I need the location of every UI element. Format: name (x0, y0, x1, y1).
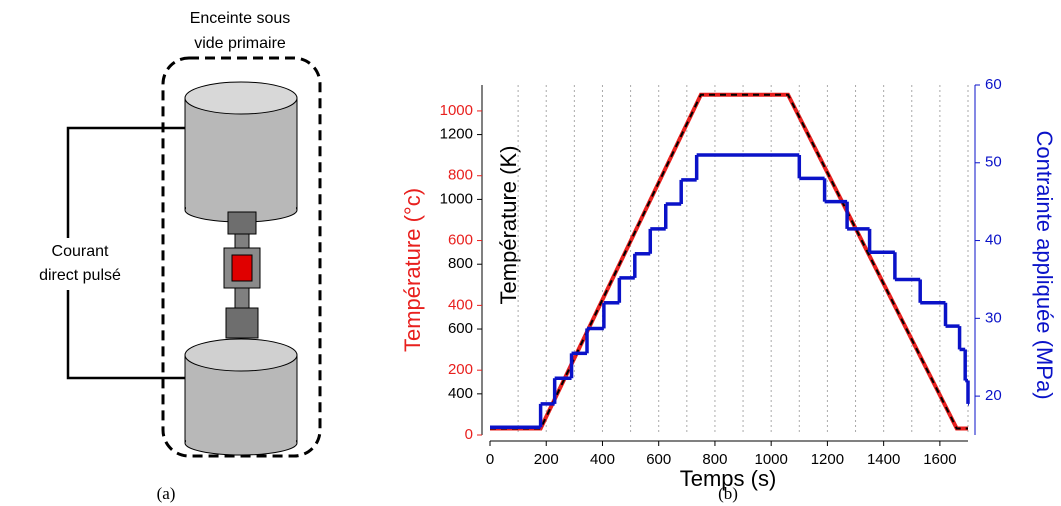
x-tick-label: 1400 (867, 451, 900, 468)
x-axis-label: Temps (s) (680, 466, 777, 491)
caption: (b) (718, 484, 738, 503)
vacuum-enclosure (161, 56, 322, 458)
current-label: direct pulsé (39, 267, 121, 284)
lower-electrode (184, 338, 298, 456)
y2-axis-label: Contrainte appliquée (MPa) (1032, 130, 1057, 399)
y2-tick-label: 30 (985, 309, 1002, 326)
label-background (22, 238, 140, 290)
y-tick-label: 800 (448, 167, 473, 184)
yk-tick-label: 400 (448, 385, 473, 402)
y2-tick-label: 60 (985, 76, 1002, 93)
y-tick-label: 400 (448, 296, 473, 313)
yk-tick-label: 1200 (440, 126, 473, 143)
x-tick-label: 600 (646, 451, 671, 468)
current-label: Courant (52, 243, 109, 260)
upper-electrode (184, 81, 298, 223)
y2-tick-label: 40 (985, 232, 1002, 249)
y2-tick-label: 20 (985, 387, 1002, 404)
y-tick-label: 0 (465, 426, 473, 443)
yk-tick-label: 800 (448, 255, 473, 272)
yk-tick-label: 600 (448, 320, 473, 337)
y-tick-label: 600 (448, 232, 473, 249)
enclosure-label: vide primaire (194, 35, 286, 52)
y-tick-label: 1000 (440, 102, 473, 119)
x-tick-label: 1600 (923, 451, 956, 468)
yk-axis-label: Température (K) (496, 146, 521, 305)
y-axis-label: Température (°c) (400, 188, 425, 352)
x-tick-label: 200 (534, 451, 559, 468)
x-tick-label: 1200 (811, 451, 844, 468)
x-tick-label: 800 (702, 451, 727, 468)
enclosure-label: Enceinte sous (190, 10, 291, 27)
x-tick-label: 1000 (754, 451, 787, 468)
temperature-line (490, 93, 968, 430)
x-tick-label: 400 (590, 451, 615, 468)
diagram (66, 56, 322, 458)
caption: (a) (157, 484, 176, 503)
yk-tick-label: 1000 (440, 190, 473, 207)
y-tick-label: 200 (448, 361, 473, 378)
y2-tick-label: 50 (985, 154, 1002, 171)
x-tick-label: 0 (486, 451, 494, 468)
punch-stack (223, 211, 261, 339)
